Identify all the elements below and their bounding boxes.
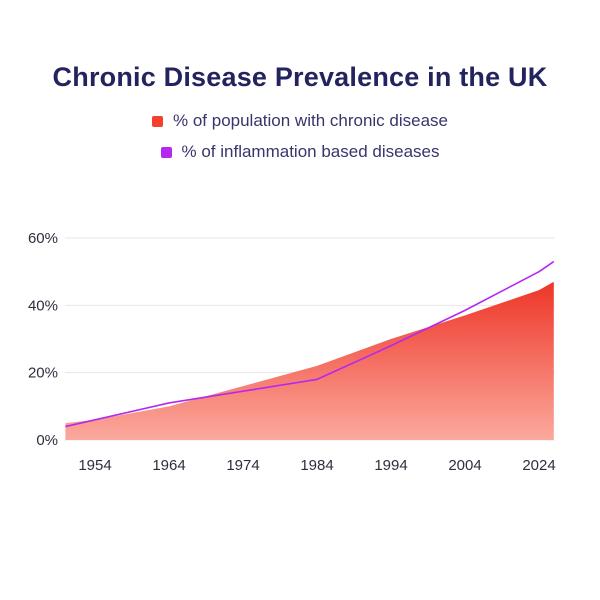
chart-line-series bbox=[65, 260, 555, 428]
x-axis-tick-label: 1964 bbox=[152, 457, 185, 474]
legend-item-inflammation: % of inflammation based diseases bbox=[160, 142, 440, 162]
x-axis-tick-label: 1954 bbox=[78, 457, 111, 474]
legend-label-chronic: % of population with chronic disease bbox=[173, 111, 448, 130]
chart-area-series bbox=[65, 281, 554, 440]
y-axis-tick-label: 20% bbox=[28, 365, 58, 382]
legend-item-chronic: % of population with chronic disease bbox=[152, 111, 448, 131]
legend-swatch-inflammation-icon bbox=[160, 146, 172, 158]
y-axis-tick-label: 0% bbox=[36, 432, 58, 449]
x-axis-tick-label: 1994 bbox=[374, 457, 407, 474]
y-axis-tick-label: 60% bbox=[28, 230, 58, 247]
chart-legend: % of population with chronic disease % o… bbox=[0, 111, 600, 162]
y-axis-tick-label: 40% bbox=[28, 297, 58, 314]
x-axis-tick-label: 1984 bbox=[300, 457, 333, 474]
x-axis-tick-label: 2024 bbox=[522, 457, 555, 474]
x-axis-tick-label: 2004 bbox=[448, 457, 481, 474]
page-title: Chronic Disease Prevalence in the UK bbox=[52, 62, 548, 92]
x-axis-tick-label: 1974 bbox=[226, 457, 259, 474]
legend-label-inflammation: % of inflammation based diseases bbox=[181, 142, 440, 161]
legend-swatch-chronic-icon bbox=[152, 115, 163, 127]
chart-axis-labels: 0% 20% 40% 60% 1954 1964 1974 1984 1994 2004 2024 bbox=[28, 230, 556, 474]
